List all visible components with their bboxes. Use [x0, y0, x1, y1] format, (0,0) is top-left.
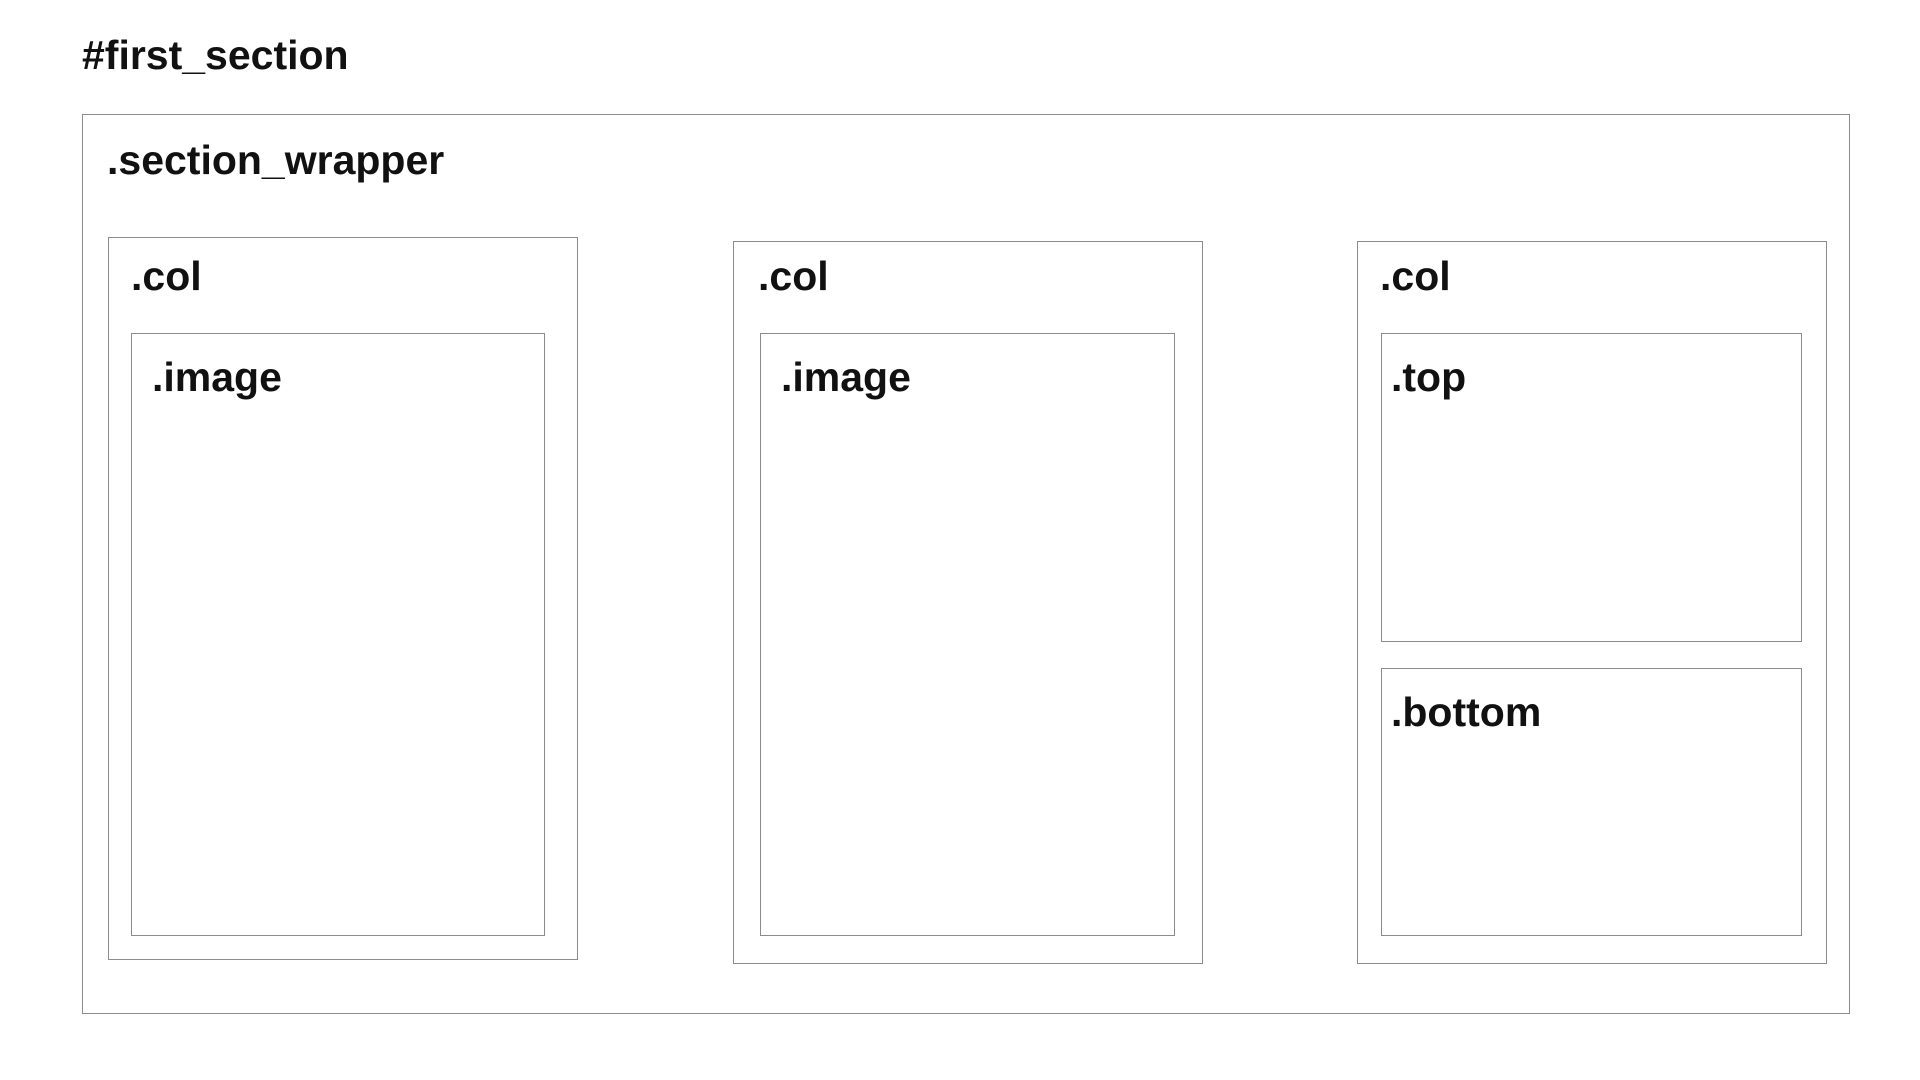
- column-3-top-label: .top: [1391, 354, 1467, 400]
- section-wrapper-box: .section_wrapper .col .image .col .image…: [82, 114, 1850, 1014]
- page-title: #first_section: [82, 32, 349, 78]
- section-wrapper-label: .section_wrapper: [107, 137, 445, 183]
- column-3-label: .col: [1380, 253, 1451, 299]
- column-3-bottom-box: .bottom: [1381, 668, 1802, 936]
- column-2-box: .col .image: [733, 241, 1203, 964]
- column-2-image-label: .image: [781, 354, 911, 400]
- column-3-box: .col .top .bottom: [1357, 241, 1827, 964]
- column-1-box: .col .image: [108, 237, 578, 960]
- column-2-image-box: .image: [760, 333, 1175, 936]
- column-3-bottom-label: .bottom: [1391, 689, 1542, 735]
- column-1-image-label: .image: [152, 354, 282, 400]
- column-2-label: .col: [758, 253, 829, 299]
- column-3-top-box: .top: [1381, 333, 1802, 642]
- column-1-label: .col: [131, 253, 202, 299]
- column-1-image-box: .image: [131, 333, 545, 936]
